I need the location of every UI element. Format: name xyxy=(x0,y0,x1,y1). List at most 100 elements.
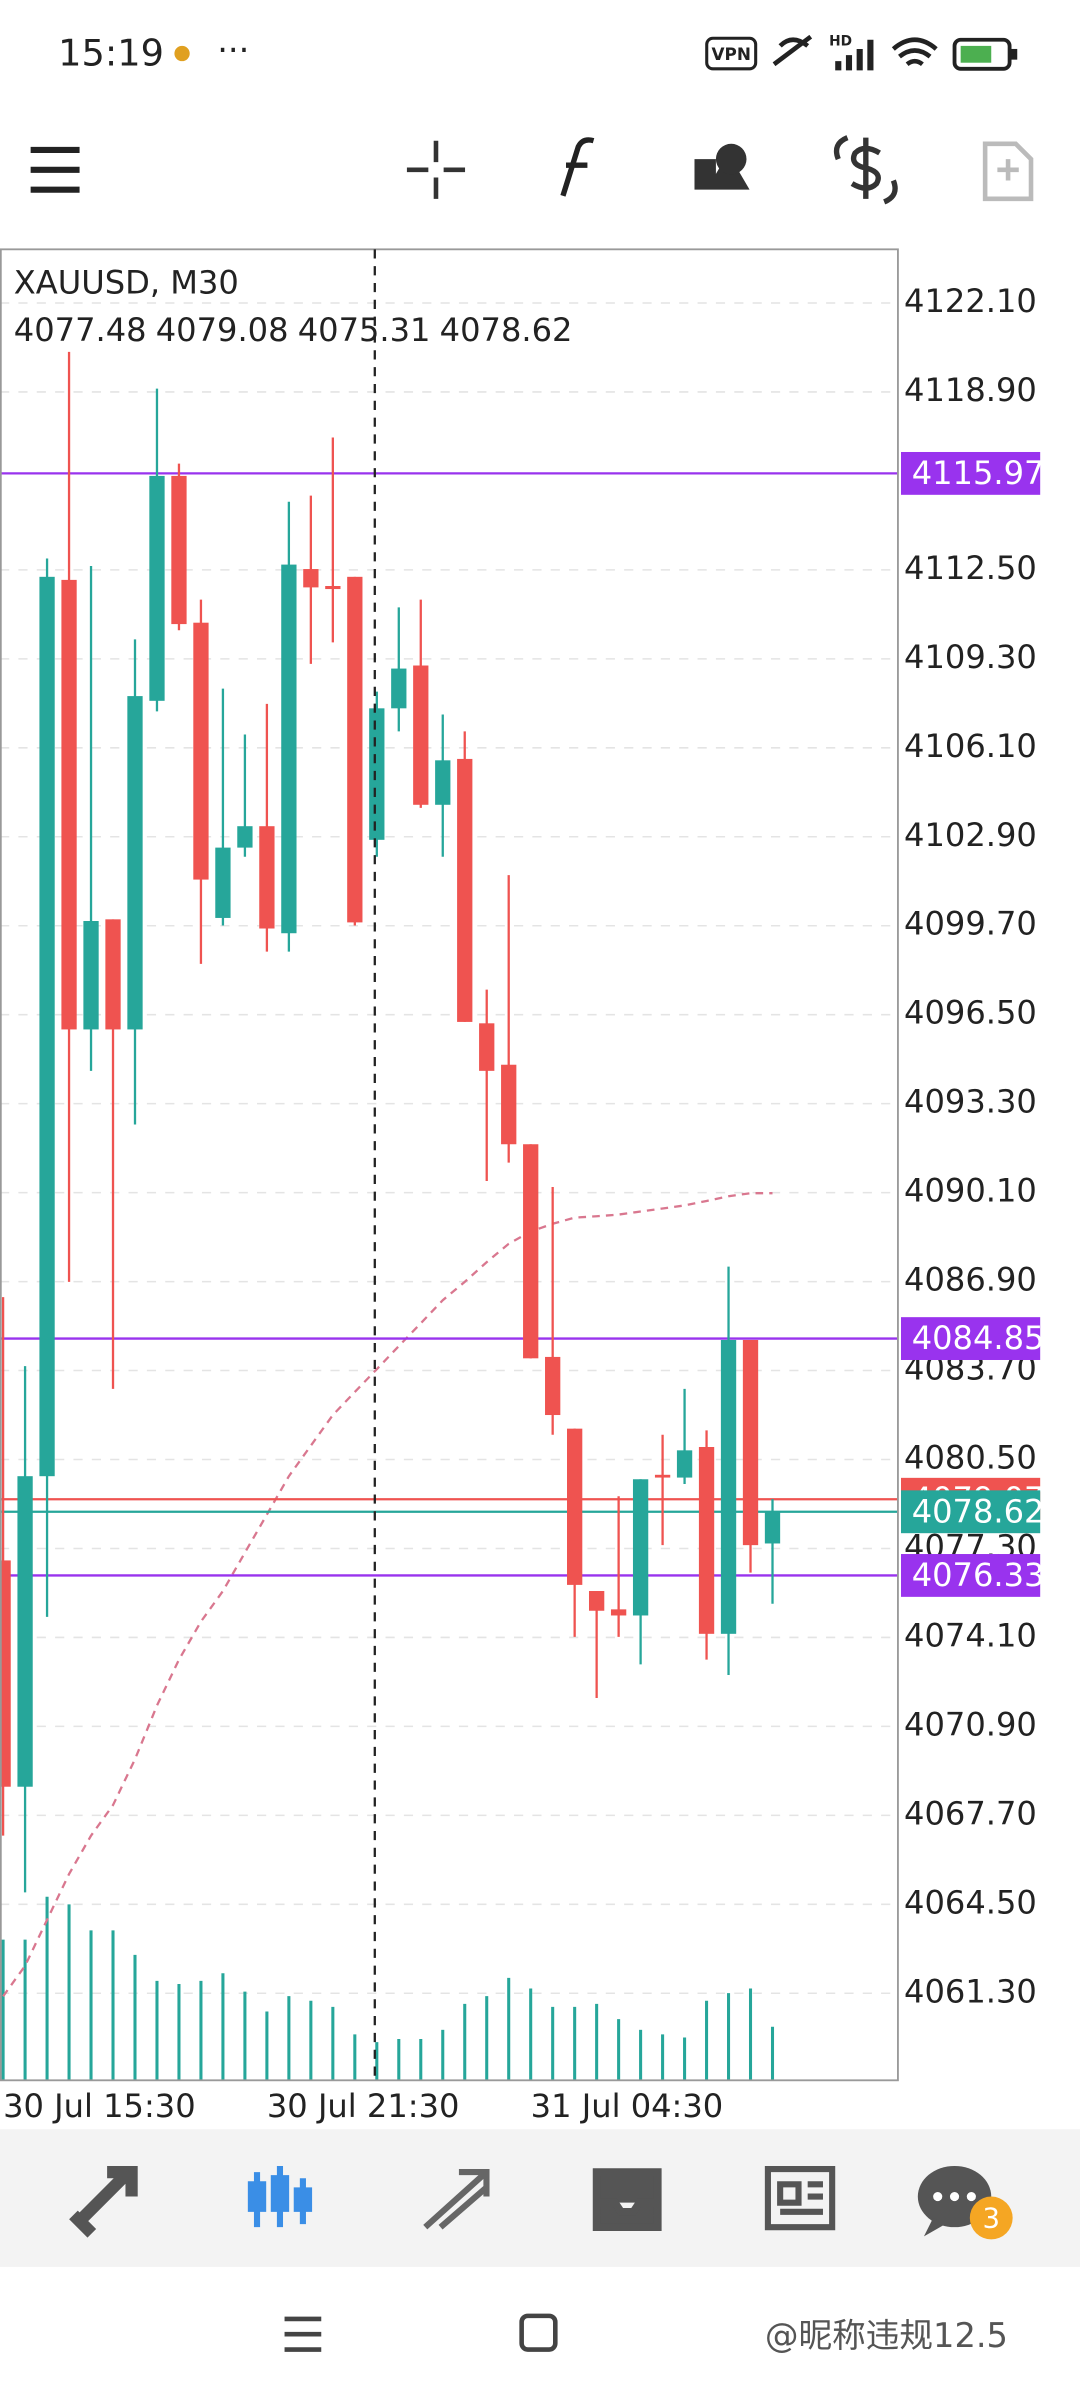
candle-body xyxy=(215,847,231,918)
wifi-icon xyxy=(891,37,938,67)
mute-icon xyxy=(772,34,813,67)
candle-body xyxy=(632,1479,649,1616)
moving-average xyxy=(2,1192,773,1998)
system-menu[interactable] xyxy=(284,2316,322,2352)
candle-body xyxy=(435,760,451,805)
ohlc-info: 4077.48 4079.08 4075.31 4078.62 xyxy=(14,311,573,349)
candle-body xyxy=(413,665,429,805)
signal-icon xyxy=(835,39,874,71)
news-tab[interactable] xyxy=(764,2165,836,2231)
candle-body xyxy=(545,1356,561,1416)
y-tick-label: 4096.50 xyxy=(904,994,1037,1032)
candle-body xyxy=(764,1511,781,1544)
candle-body xyxy=(676,1450,693,1478)
x-tick-label: 31 Jul 04:30 xyxy=(531,2087,724,2125)
ohlc-value: 4079.08 xyxy=(156,311,289,349)
y-tick-label: 4112.50 xyxy=(904,549,1037,587)
candle-body xyxy=(347,576,363,923)
price-tag xyxy=(900,1490,1041,1534)
candle-body xyxy=(523,1144,539,1359)
bottom-nav xyxy=(0,2129,1080,2267)
trade-tab[interactable] xyxy=(423,2169,490,2230)
dot xyxy=(933,2191,943,2202)
y-tick-label: 4086.90 xyxy=(904,1261,1037,1299)
price-tag-label: 4084.85 xyxy=(912,1319,1045,1357)
vpn-box xyxy=(705,36,758,71)
battery-level xyxy=(960,45,992,63)
candle-body xyxy=(303,569,319,588)
vpn-label: VPN xyxy=(712,44,751,64)
battery-tip xyxy=(1011,48,1018,60)
candle-body xyxy=(742,1339,759,1546)
y-tick-label: 4090.10 xyxy=(904,1172,1037,1210)
candle-body xyxy=(391,668,407,709)
candle-body xyxy=(61,579,77,1030)
y-tick-label: 4064.50 xyxy=(904,1883,1037,1921)
messages-tail xyxy=(923,2217,946,2237)
x-tick-label: 30 Jul 21:30 xyxy=(267,2087,460,2125)
chart: 4122.10 4118.90 4112.50 4109.30 4106.10 4102.… xyxy=(0,264,1044,2125)
objects-button[interactable] xyxy=(694,152,750,190)
candle-body xyxy=(457,758,473,1022)
candle-body xyxy=(325,586,341,590)
menu-button[interactable] xyxy=(30,146,80,193)
candle-body xyxy=(567,1428,583,1585)
system-home[interactable] xyxy=(519,2313,558,2352)
candle-body xyxy=(149,475,165,701)
candle-body xyxy=(39,576,55,1477)
candle-body xyxy=(105,919,121,1030)
y-tick-label: 4074.10 xyxy=(904,1616,1037,1654)
candle-body xyxy=(479,1023,495,1071)
candle-body xyxy=(17,1476,33,1787)
candle-body xyxy=(588,1591,605,1611)
clock: 15:19 xyxy=(58,32,164,75)
x-tick-label: 30 Jul 15:30 xyxy=(3,2087,196,2125)
ohlc-value: 4077.48 xyxy=(14,311,147,349)
candle-body xyxy=(171,475,187,625)
ohlc-value: 4078.62 xyxy=(440,311,573,349)
battery xyxy=(952,37,1012,71)
hd-label: HD xyxy=(829,33,852,49)
y-tick-label: 4102.90 xyxy=(904,816,1037,854)
y-tick-label: 4061.30 xyxy=(904,1972,1037,2010)
badge-count: 3 xyxy=(982,2203,1000,2235)
y-tick-label: 4106.10 xyxy=(904,727,1037,765)
history-tab[interactable] xyxy=(592,2168,662,2231)
indicators-button[interactable] xyxy=(560,137,595,197)
y-tick-label: 4070.90 xyxy=(904,1705,1037,1743)
candle-body xyxy=(720,1339,737,1634)
candle-body xyxy=(127,696,143,1030)
price-tag xyxy=(900,1554,1041,1597)
candle-body xyxy=(281,564,297,934)
candle-body xyxy=(369,708,385,840)
price-tag-label: 4076.33 xyxy=(912,1556,1045,1594)
objects-circle xyxy=(715,143,747,175)
y-tick-label: 4080.50 xyxy=(904,1439,1037,1477)
candle-body xyxy=(654,1474,671,1478)
plot-frame xyxy=(0,248,899,2082)
more-dots: ··· xyxy=(217,31,249,70)
price-tag xyxy=(900,1317,1041,1360)
badge xyxy=(969,2196,1013,2240)
trade-button[interactable] xyxy=(833,135,898,205)
symbol-title: XAUUSD, M30 xyxy=(14,264,239,302)
plot-area xyxy=(0,302,898,2081)
y-tick-label: 4118.90 xyxy=(904,371,1037,409)
dot xyxy=(949,2191,960,2202)
price-tag-label: 4115.97 xyxy=(912,454,1045,492)
new-order-button[interactable] xyxy=(982,141,1034,202)
app-icon xyxy=(174,45,190,62)
candle-body xyxy=(237,826,253,848)
y-tick-label: 4109.30 xyxy=(904,638,1037,676)
y-tick-label: 4099.70 xyxy=(904,905,1037,943)
quotes-tab[interactable] xyxy=(69,2165,138,2238)
dot xyxy=(966,2191,976,2202)
ohlc-value: 4075.31 xyxy=(298,311,431,349)
crosshair-button[interactable] xyxy=(406,140,466,199)
price-tag-label: 4078.62 xyxy=(912,1492,1045,1530)
candle-body xyxy=(193,622,209,880)
y-tick-label: 4067.70 xyxy=(904,1794,1037,1832)
candle-body xyxy=(501,1064,517,1145)
